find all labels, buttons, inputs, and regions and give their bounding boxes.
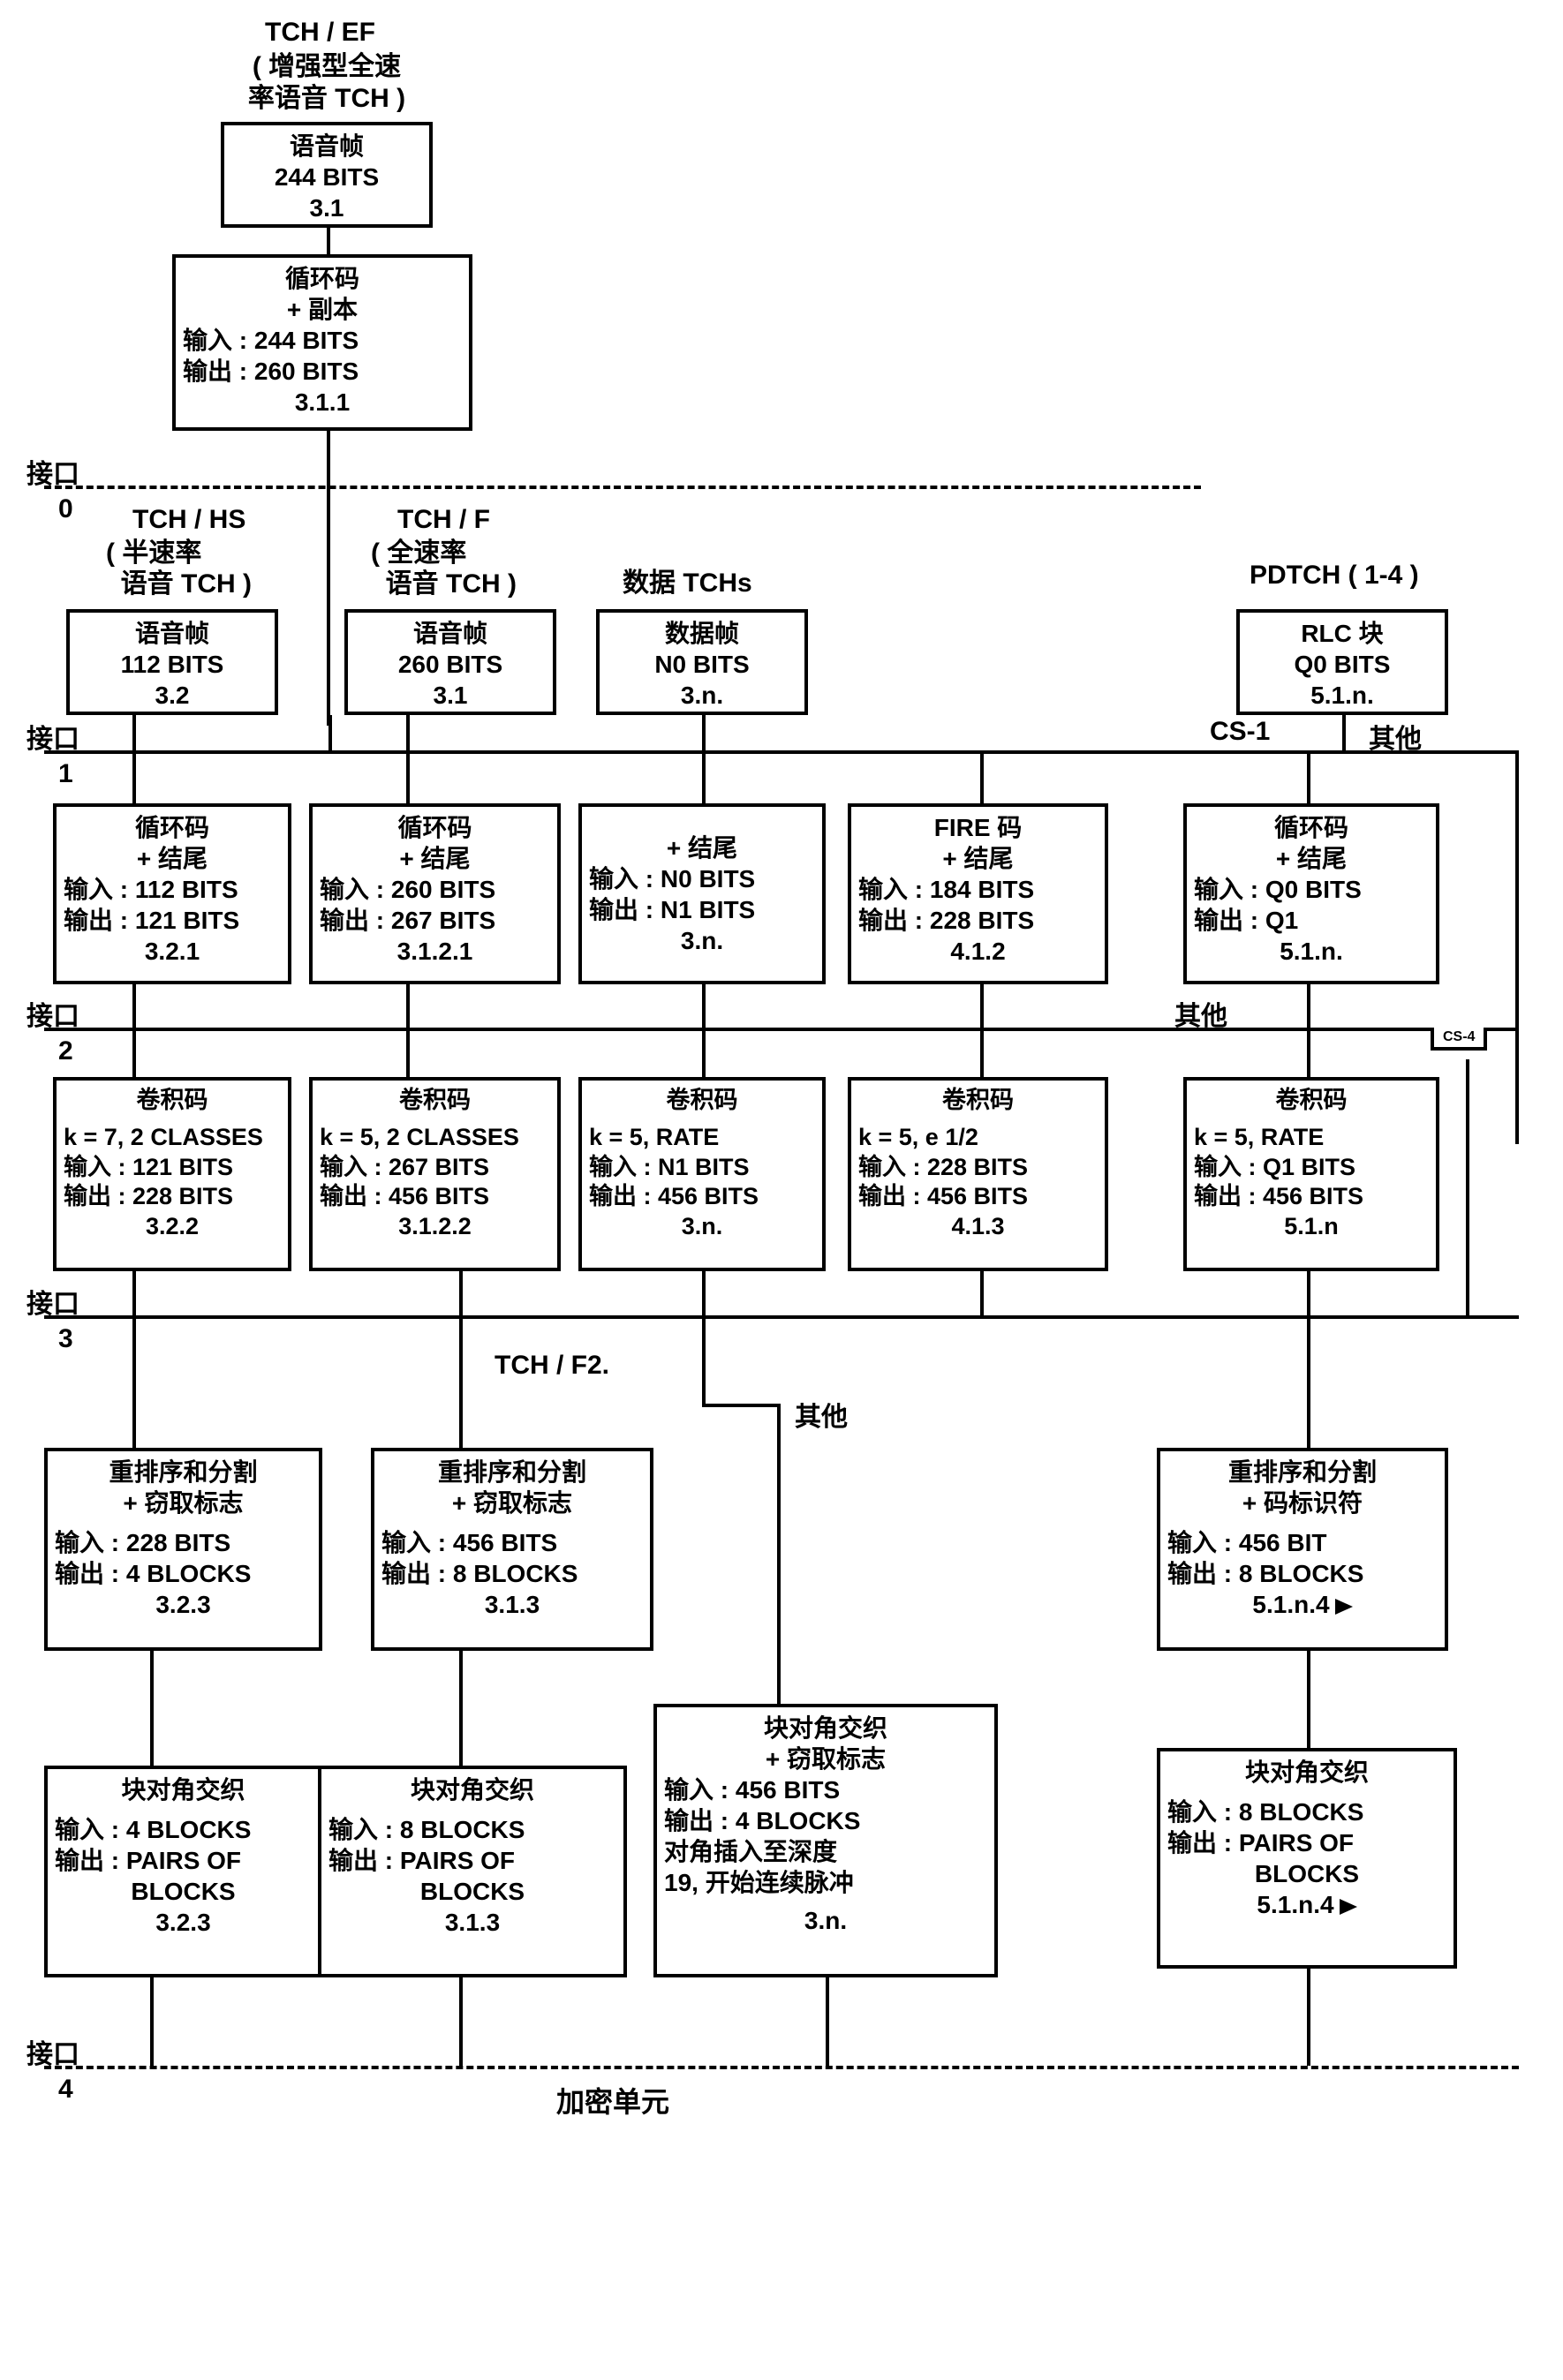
encrypt-label: 加密单元: [556, 2080, 669, 2120]
iface-dash-0: [44, 486, 1201, 489]
f-title: TCH / F: [397, 505, 490, 535]
node-data-tail: + 结尾 输入 : N0 BITS 输出 : N1 BITS 3.n.: [578, 803, 826, 984]
conn: [132, 984, 136, 1077]
arrow-icon: [1335, 1599, 1353, 1615]
node-f-conv: 卷积码 k = 5, 2 CLASSES 输入 : 267 BITS 输出 : …: [309, 1077, 561, 1271]
node-ef-cyclic: 循环码 + 副本 输入 : 244 BITS 输出 : 260 BITS 3.1…: [172, 254, 472, 431]
conn: [980, 1271, 984, 1315]
conn: [980, 750, 1519, 754]
node-rlc: RLC 块 Q0 BITS 5.1.n.: [1236, 609, 1448, 715]
arrow-icon: [1340, 1899, 1357, 1915]
node-data-frame: 数据帧 N0 BITS 3.n.: [596, 609, 808, 715]
node-f-reorder: 重排序和分割 + 窃取标志 输入 : 456 BITS 输出 : 8 BLOCK…: [371, 1448, 653, 1651]
node-p-reorder: 重排序和分割 + 码标识符 输入 : 456 BIT 输出 : 8 BLOCKS…: [1157, 1448, 1448, 1651]
conn: [459, 1271, 463, 1448]
iface-num-0: 0: [58, 494, 73, 524]
node-p-interleave: 块对角交织 输入 : 8 BLOCKS 输出 : PAIRS OF BLOCKS…: [1157, 1748, 1457, 1969]
node-p-conv: 卷积码 k = 5, RATE 输入 : Q1 BITS 输出 : 456 BI…: [1183, 1077, 1439, 1271]
node-p-cyclic: 循环码 + 结尾 输入 : Q0 BITS 输出 : Q1 5.1.n.: [1183, 803, 1439, 984]
node-hs-conv: 卷积码 k = 7, 2 CLASSES 输入 : 121 BITS 输出 : …: [53, 1077, 291, 1271]
conn: [980, 750, 984, 803]
conn: [702, 984, 706, 1077]
conn: [702, 1271, 706, 1407]
iface-line-2: [44, 1028, 1519, 1031]
conn: [132, 1271, 136, 1448]
node-f-speech: 语音帧 260 BITS 3.1: [344, 609, 556, 715]
node-d-interleave: 块对角交织 + 窃取标志 输入 : 456 BITS 输出 : 4 BLOCKS…: [653, 1704, 998, 1977]
iface-num-1: 1: [58, 759, 73, 789]
conn: [1342, 715, 1346, 750]
node-hs-speech: 语音帧 112 BITS 3.2: [66, 609, 278, 715]
conn: [406, 984, 410, 1077]
hs-title: TCH / HS: [132, 505, 245, 535]
conn: [702, 715, 706, 803]
node-ef-speech: 语音帧 244 BITS 3.1: [221, 122, 433, 228]
data-title: 数据 TCHs: [623, 561, 752, 599]
conn: [327, 228, 330, 254]
conn: [1307, 984, 1310, 1077]
iface-num-4: 4: [58, 2075, 73, 2105]
conn: [459, 1315, 984, 1319]
pdtch-title: PDTCH ( 1-4 ): [1250, 561, 1419, 591]
other-label-3: 其他: [795, 1395, 848, 1434]
conn: [406, 715, 410, 803]
conn: [1307, 1969, 1310, 2066]
other-label-2: 其他: [1174, 994, 1227, 1033]
cs1-label: CS-1: [1210, 717, 1270, 747]
iface-num-2: 2: [58, 1036, 73, 1066]
tchf2-label: TCH / F2.: [495, 1351, 609, 1381]
node-f-interleave: 块对角交织 输入 : 8 BLOCKS 输出 : PAIRS OF BLOCKS…: [318, 1766, 627, 1977]
conn: [702, 1404, 781, 1407]
node-d-conv: 卷积码 k = 5, RATE 输入 : N1 BITS 输出 : 456 BI…: [578, 1077, 826, 1271]
node-hs-interleave: 块对角交织 输入 : 4 BLOCKS 输出 : PAIRS OF BLOCKS…: [44, 1766, 322, 1977]
conn: [1307, 750, 1310, 803]
hs-sub: ( 半速率 语音 TCH ): [106, 539, 252, 599]
conn: [327, 431, 330, 726]
conn: [459, 1651, 463, 1766]
conn: [1307, 1315, 1469, 1319]
conn: [826, 1977, 829, 2066]
conn: [328, 715, 332, 750]
conn: [132, 715, 136, 803]
f-sub: ( 全速率 语音 TCH ): [371, 539, 517, 599]
conn: [1515, 750, 1519, 1144]
cs4-tag: CS-4: [1431, 1028, 1487, 1051]
conn: [1466, 1059, 1469, 1315]
node-hs-cyclic: 循环码 + 结尾 输入 : 112 BITS 输出 : 121 BITS 3.2…: [53, 803, 291, 984]
node-f-cyclic: 循环码 + 结尾 输入 : 260 BITS 输出 : 267 BITS 3.1…: [309, 803, 561, 984]
conn: [980, 984, 984, 1077]
node-hs-reorder: 重排序和分割 + 窃取标志 输入 : 228 BITS 输出 : 4 BLOCK…: [44, 1448, 322, 1651]
iface-num-3: 3: [58, 1324, 73, 1354]
ef-title: TCH / EF: [265, 18, 375, 48]
diagram-canvas: TCH / EF ( 增强型全速 率语音 TCH ) 语音帧 244 BITS …: [18, 18, 1545, 2348]
ef-sub: ( 增强型全速 率语音 TCH ): [194, 51, 459, 115]
iface-dash-4: [44, 2066, 1519, 2069]
conn: [150, 1651, 154, 1766]
conn: [459, 1977, 463, 2066]
conn: [150, 1977, 154, 2066]
conn: [1307, 1271, 1310, 1448]
node-fire-conv: 卷积码 k = 5, e 1/2 输入 : 228 BITS 输出 : 456 …: [848, 1077, 1108, 1271]
node-fire: FIRE 码 + 结尾 输入 : 184 BITS 输出 : 228 BITS …: [848, 803, 1108, 984]
